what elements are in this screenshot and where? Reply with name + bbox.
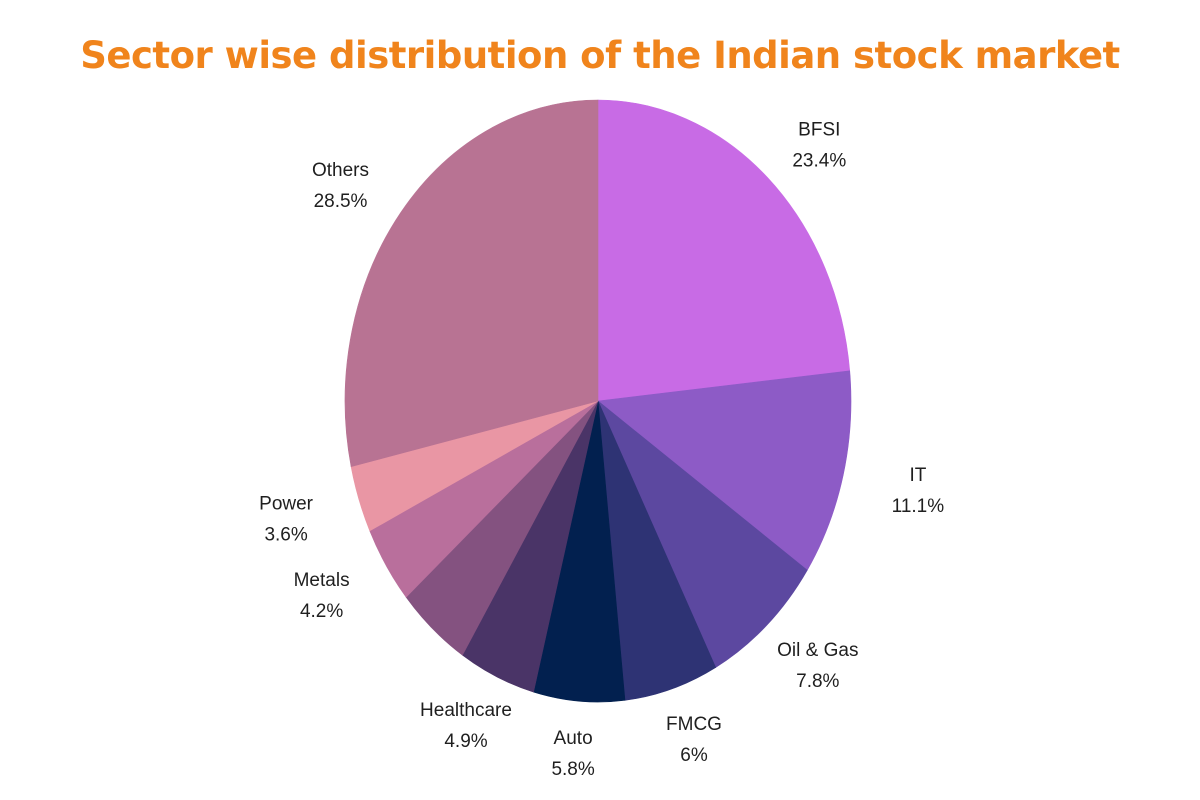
slice-label-oil-gas: Oil & Gas 7.8% (777, 640, 858, 692)
slice-name-auto: Auto (554, 728, 593, 749)
slice-name-healthcare: Healthcare (420, 700, 512, 721)
slice-value-metals: 4.2% (300, 601, 343, 622)
slice-name-fmcg: FMCG (666, 714, 722, 735)
slice-name-oil-gas: Oil & Gas (777, 640, 858, 661)
pie-labels: BFSI 23.4% IT 11.1% Oil & Gas 7.8% FMCG 6% Auto 5… (259, 119, 944, 780)
slice-value-oil-gas: 7.8% (796, 671, 839, 692)
slice-label-healthcare: Healthcare 4.9% (420, 700, 512, 752)
slice-value-fmcg: 6% (680, 745, 708, 766)
slice-label-it: IT 11.1% (892, 465, 945, 517)
slice-name-bfsi: BFSI (798, 119, 840, 140)
slice-value-healthcare: 4.9% (444, 731, 487, 752)
slice-label-others: Others 28.5% (312, 160, 369, 212)
slice-value-others: 28.5% (314, 191, 368, 212)
slice-name-power: Power (259, 493, 314, 514)
slice-label-bfsi: BFSI 23.4% (792, 119, 846, 171)
pie-slice-oil-gas (597, 400, 808, 668)
pie-slice-bfsi (597, 99, 851, 402)
slice-name-others: Others (312, 160, 369, 181)
slice-name-it: IT (909, 465, 926, 486)
slice-label-fmcg: FMCG 6% (666, 714, 722, 766)
slice-label-auto: Auto 5.8% (551, 728, 594, 780)
slice-label-power: Power 3.6% (259, 493, 314, 545)
slice-name-metals: Metals (294, 570, 350, 591)
slice-value-it: 11.1% (892, 496, 945, 517)
slice-label-metals: Metals 4.2% (294, 570, 350, 622)
slice-value-power: 3.6% (264, 524, 307, 545)
slice-value-bfsi: 23.4% (792, 150, 846, 171)
chart-title: Sector wise distribution of the Indian s… (80, 34, 1120, 77)
pie-slice-it (597, 370, 852, 571)
slice-value-auto: 5.8% (551, 759, 594, 780)
pie-slice-others (344, 99, 599, 468)
pie-slices (344, 99, 852, 703)
